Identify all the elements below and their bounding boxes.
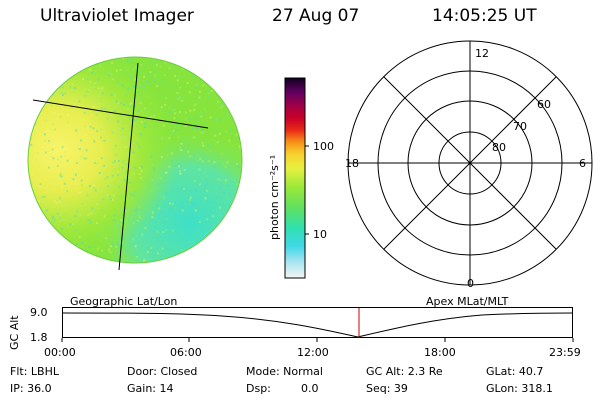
colorbar-tick-100: 100 — [313, 140, 334, 153]
info-ip: IP: 36.0 — [10, 382, 52, 395]
mlt-label-12: 12 — [475, 47, 489, 60]
app-title: Ultraviolet Imager — [40, 6, 194, 26]
info-glon: GLon: 318.1 — [486, 382, 553, 395]
info-mode: Mode: Normal — [246, 365, 323, 378]
alt-xtick-0600: 06:00 — [170, 346, 202, 359]
colorbar-label: photon cm⁻²s⁻¹ — [268, 154, 281, 240]
info-flt: Flt: LBHL — [10, 365, 59, 378]
altitude-curve — [61, 312, 574, 338]
mlt-label-0: 0 — [467, 277, 474, 290]
lat-label-70: 70 — [513, 120, 527, 133]
auroral-image — [27, 56, 243, 271]
polar-dial — [347, 40, 593, 286]
mlt-label-6: 6 — [579, 157, 586, 170]
lat-label-60: 60 — [537, 98, 551, 111]
time-label: 14:05:25 UT — [432, 6, 537, 26]
alt-ytick-1-8: 1.8 — [30, 331, 48, 344]
alt-xtick-1200: 12:00 — [297, 346, 329, 359]
disk-edge — [27, 56, 243, 264]
alt-ytick-9: 9.0 — [30, 306, 48, 319]
info-glat: GLat: 40.7 — [486, 365, 544, 378]
lat-label-80: 80 — [492, 141, 506, 154]
altitude-plot — [61, 307, 574, 342]
geographic-label: Geographic Lat/Lon — [70, 295, 178, 308]
latitude-line — [32, 99, 209, 129]
info-gc-alt: GC Alt: 2.3 Re — [366, 365, 443, 378]
apex-label: Apex MLat/MLT — [426, 295, 509, 308]
colorbar-tick-10: 10 — [313, 228, 327, 241]
info-dsp-value: 0.0 — [301, 382, 319, 395]
alt-xtick-1800: 18:00 — [424, 346, 456, 359]
info-door: Door: Closed — [127, 365, 198, 378]
longitude-line — [118, 62, 139, 271]
alt-ylabel: GC Alt — [8, 315, 21, 350]
colorbar — [284, 77, 309, 279]
mlt-label-18: 18 — [345, 157, 359, 170]
alt-xtick-2359: 23:59 — [549, 346, 581, 359]
alt-xtick-0000: 00:00 — [44, 346, 76, 359]
info-seq: Seq: 39 — [366, 382, 408, 395]
date-label: 27 Aug 07 — [272, 6, 360, 26]
info-gain: Gain: 14 — [127, 382, 174, 395]
info-dsp-label: Dsp: — [246, 382, 271, 395]
